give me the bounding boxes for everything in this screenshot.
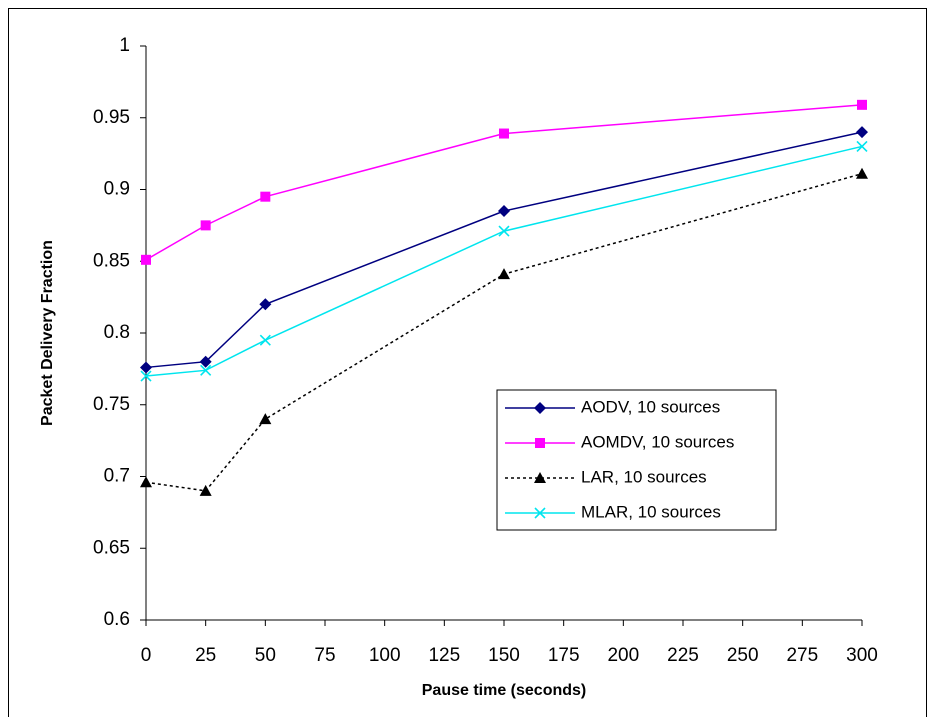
marker [857,100,867,110]
x-tick-label: 200 [607,645,639,666]
marker [856,126,868,138]
marker [498,268,510,279]
marker [498,205,510,217]
x-tick-label: 275 [786,645,818,666]
x-tick-label: 175 [548,645,580,666]
x-tick-label: 225 [667,645,699,666]
series-line [146,132,862,367]
x-axis-title: Pause time (seconds) [422,682,587,699]
marker [499,226,509,236]
y-tick-label: 1 [119,35,130,56]
legend-label: LAR, 10 sources [581,467,707,486]
legend-label: AODV, 10 sources [581,397,720,416]
marker [140,476,152,487]
marker [499,129,509,139]
marker [201,220,211,230]
x-tick-label: 25 [195,645,216,666]
series-line [146,105,862,260]
y-tick-label: 0.8 [104,322,130,343]
y-tick-label: 0.65 [93,537,130,558]
series-line [146,146,862,376]
legend-label: MLAR, 10 sources [581,502,721,521]
legend-marker [535,438,545,448]
chart: Pause time (seconds) Packet Delivery Fra… [0,0,935,717]
y-tick-label: 0.6 [104,609,130,630]
x-tick-label: 75 [314,645,335,666]
x-tick-label: 100 [369,645,401,666]
y-tick-label: 0.7 [104,466,130,487]
y-tick-label: 0.95 [93,107,130,128]
marker [259,413,271,424]
y-tick-label: 0.75 [93,394,130,415]
x-tick-label: 125 [428,645,460,666]
x-tick-label: 250 [727,645,759,666]
x-tick-label: 0 [141,645,152,666]
y-axis-title: Packet Delivery Fraction [39,240,56,426]
marker [260,192,270,202]
x-tick-label: 300 [846,645,878,666]
marker [857,141,867,151]
marker [260,335,270,345]
legend: AODV, 10 sources AOMDV, 10 sources LAR, 10… [497,390,776,530]
x-tick-label: 50 [255,645,276,666]
legend-label: AOMDV, 10 sources [581,432,734,451]
x-tick-label: 150 [488,645,520,666]
marker [141,255,151,265]
y-tick-label: 0.85 [93,250,130,271]
marker [856,168,868,179]
y-tick-label: 0.9 [104,179,130,200]
